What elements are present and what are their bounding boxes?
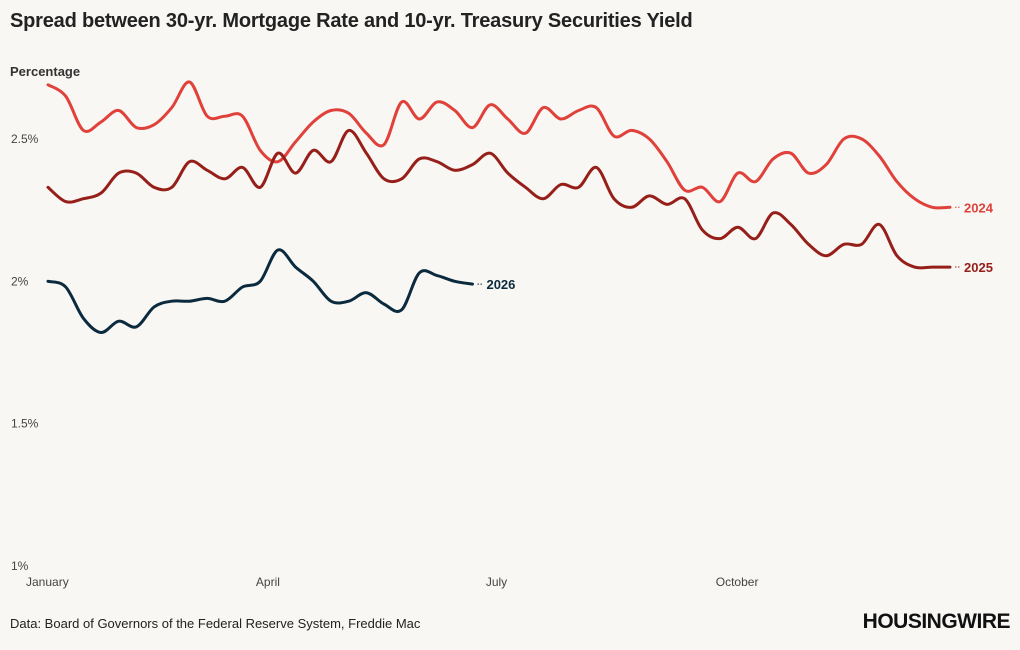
y-tick-label: 2% [11, 274, 29, 288]
y-axis-label: Percentage [10, 64, 81, 79]
x-tick-label: July [486, 575, 507, 589]
x-tick-label: April [256, 575, 280, 589]
chart-title: Spread between 30-yr. Mortgage Rate and … [10, 10, 693, 32]
series-label-2024: 2024 [964, 200, 994, 215]
series-line-2024 [46, 80, 952, 210]
series-line-2025 [46, 128, 952, 270]
source-note: Data: Board of Governors of the Federal … [10, 616, 421, 631]
x-tick-label: January [26, 575, 69, 589]
y-tick-label: 2.5% [11, 132, 39, 146]
housingwire-logo: HOUSINGWIRE [862, 610, 1011, 633]
series-label-2026: 2026 [486, 277, 515, 292]
series-label-2025: 2025 [964, 260, 993, 275]
series-labels: 2024 2025 2026 [477, 200, 994, 292]
y-tick-label: 1% [11, 559, 29, 573]
y-axis-ticks: 1% 1.5% 2% 2.5% [11, 132, 39, 573]
series-line-2026 [46, 248, 474, 334]
y-tick-label: 1.5% [11, 417, 39, 431]
x-axis-ticks: January April July October [26, 575, 758, 589]
series-lines [46, 80, 952, 334]
x-tick-label: October [716, 575, 759, 589]
